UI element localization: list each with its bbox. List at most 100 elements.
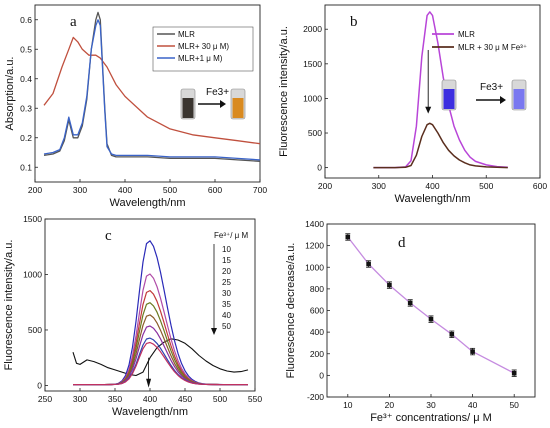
- x-tick-label: 300: [73, 185, 87, 195]
- y-tick-label: 200: [310, 349, 324, 359]
- legend-entry: 35: [222, 300, 231, 309]
- series-line: [373, 122, 508, 169]
- y-tick-label: 600: [310, 306, 324, 316]
- panel-a: 200 300 400 500 600 700 0.1 0.2 0.3 0.4 0.5 0.6 Wave…: [4, 4, 267, 209]
- x-tick-label: 200: [28, 185, 42, 195]
- series-line: [73, 325, 248, 386]
- x-tick-label: 300: [73, 394, 87, 404]
- data-point: [366, 261, 371, 267]
- x-tick-label: 450: [178, 394, 192, 404]
- background-curve: [72, 338, 249, 377]
- y-tick-label: 1400: [305, 219, 324, 229]
- y-tick-label: 1500: [303, 59, 322, 69]
- legend-entry: 10: [222, 245, 231, 254]
- y-tick-label: 1000: [305, 262, 324, 272]
- legend-entry: 30: [222, 289, 231, 298]
- legend-entry: 20: [222, 267, 231, 276]
- legend-entry: MLR: [458, 30, 475, 39]
- panel-d: 10 20 30 40 50 -200 0 200 400 600 800 1000 1200 1400 F…: [285, 219, 536, 424]
- panel-letter: b: [350, 14, 358, 30]
- panel-b: 200 300 400 500 600 0 500 1000 1500 2000 Wavelengt…: [278, 4, 547, 205]
- y-tick-label: 0.2: [20, 133, 32, 143]
- data-point: [511, 370, 517, 376]
- y-tick-label: 0: [319, 370, 324, 380]
- y-tick-label: 500: [308, 128, 322, 138]
- y-tick-label: 1000: [303, 93, 322, 103]
- arrow-head: [211, 328, 217, 335]
- x-tick-label: 400: [425, 181, 439, 191]
- y-tick-label: 0.5: [20, 44, 32, 54]
- x-axis-label: Wavelength/nm: [109, 197, 185, 209]
- y-tick-label: 1200: [305, 241, 324, 251]
- legend: MLR MLR + 30 μ M Fe³⁺: [432, 30, 527, 52]
- series-line: [43, 36, 261, 145]
- panel-letter: c: [105, 228, 112, 244]
- x-tick-label: 400: [118, 185, 132, 195]
- x-tick-label: 200: [318, 181, 332, 191]
- panel-letter: a: [70, 14, 77, 30]
- y-tick-label: 0.6: [20, 15, 32, 25]
- y-tick-label: 0.1: [20, 162, 32, 172]
- y-tick-label: -200: [307, 392, 324, 402]
- x-tick-label: 400: [143, 394, 157, 404]
- legend: Fe³⁺/ μ M 10 15 20 25 30 35 40 50: [211, 231, 249, 335]
- x-tick-label: 700: [253, 185, 267, 195]
- series-line: [73, 341, 248, 386]
- legend-entry: 25: [222, 278, 231, 287]
- x-tick-label: 500: [479, 181, 493, 191]
- y-tick-label: 0: [317, 163, 322, 173]
- y-tick-label: 1000: [23, 269, 42, 279]
- data-point: [449, 331, 455, 337]
- arrow-head: [146, 378, 152, 388]
- plot-frame: [34, 4, 261, 183]
- vial-icon: [511, 79, 527, 111]
- x-tick-label: 550: [248, 394, 262, 404]
- vial-icon: [230, 88, 246, 120]
- x-tick-label: 600: [533, 181, 547, 191]
- y-tick-label: 0.4: [20, 74, 32, 84]
- y-axis-label: Absorption/a.u.: [4, 57, 16, 131]
- panel-c: 250 300 350 400 450 500 550 0 500 1000 1500 Wavelen…: [3, 214, 262, 418]
- x-axis-label: Wavelength/nm: [394, 193, 470, 205]
- y-tick-label: 0.3: [20, 103, 32, 113]
- data-point: [470, 349, 475, 354]
- x-axis-label: Fe³⁺ concentrations/ μ M: [370, 412, 492, 424]
- plot-frame: [324, 4, 541, 179]
- y-tick-label: 1500: [23, 214, 42, 224]
- x-tick-label: 50: [509, 400, 519, 410]
- data-point: [345, 234, 351, 240]
- data-point: [428, 316, 434, 322]
- y-tick-label: 800: [310, 284, 324, 294]
- series-line: [373, 11, 508, 169]
- legend: MLR MLR+ 30 μ M) MLR+1 μ M): [152, 26, 254, 72]
- x-tick-label: 350: [108, 394, 122, 404]
- legend-entry: MLR + 30 μ M Fe³⁺: [458, 43, 527, 52]
- annotation-label: Fe3+: [480, 82, 503, 93]
- panel-letter: d: [398, 235, 406, 251]
- arrow-right-icon: [476, 96, 506, 104]
- series-line: [43, 19, 261, 161]
- vial-icon: [180, 88, 196, 120]
- legend-entry: 40: [222, 311, 231, 320]
- fit-line: [347, 236, 515, 374]
- arrow-right-icon: [198, 100, 226, 108]
- annotation-label: Fe3+: [206, 87, 229, 98]
- vial-icon: [441, 79, 457, 111]
- x-axis-label: Wavelength/nm: [112, 406, 188, 418]
- x-tick-label: 600: [208, 185, 222, 195]
- y-axis-label: Fluorescence decrease/a.u.: [285, 243, 297, 379]
- y-tick-label: 400: [310, 327, 324, 337]
- x-tick-label: 300: [372, 181, 386, 191]
- y-tick-label: 500: [28, 325, 42, 335]
- y-tick-label: 0: [37, 380, 42, 390]
- legend-entry: 50: [222, 322, 231, 331]
- x-tick-label: 20: [385, 400, 395, 410]
- legend-entry: 15: [222, 256, 231, 265]
- x-tick-label: 10: [343, 400, 353, 410]
- arrow-head: [425, 106, 432, 114]
- data-point: [387, 282, 392, 288]
- y-tick-label: 2000: [303, 24, 322, 34]
- y-axis-label: Fluorescence intensity/a.u.: [3, 240, 15, 371]
- legend-title: Fe³⁺/ μ M: [214, 231, 249, 240]
